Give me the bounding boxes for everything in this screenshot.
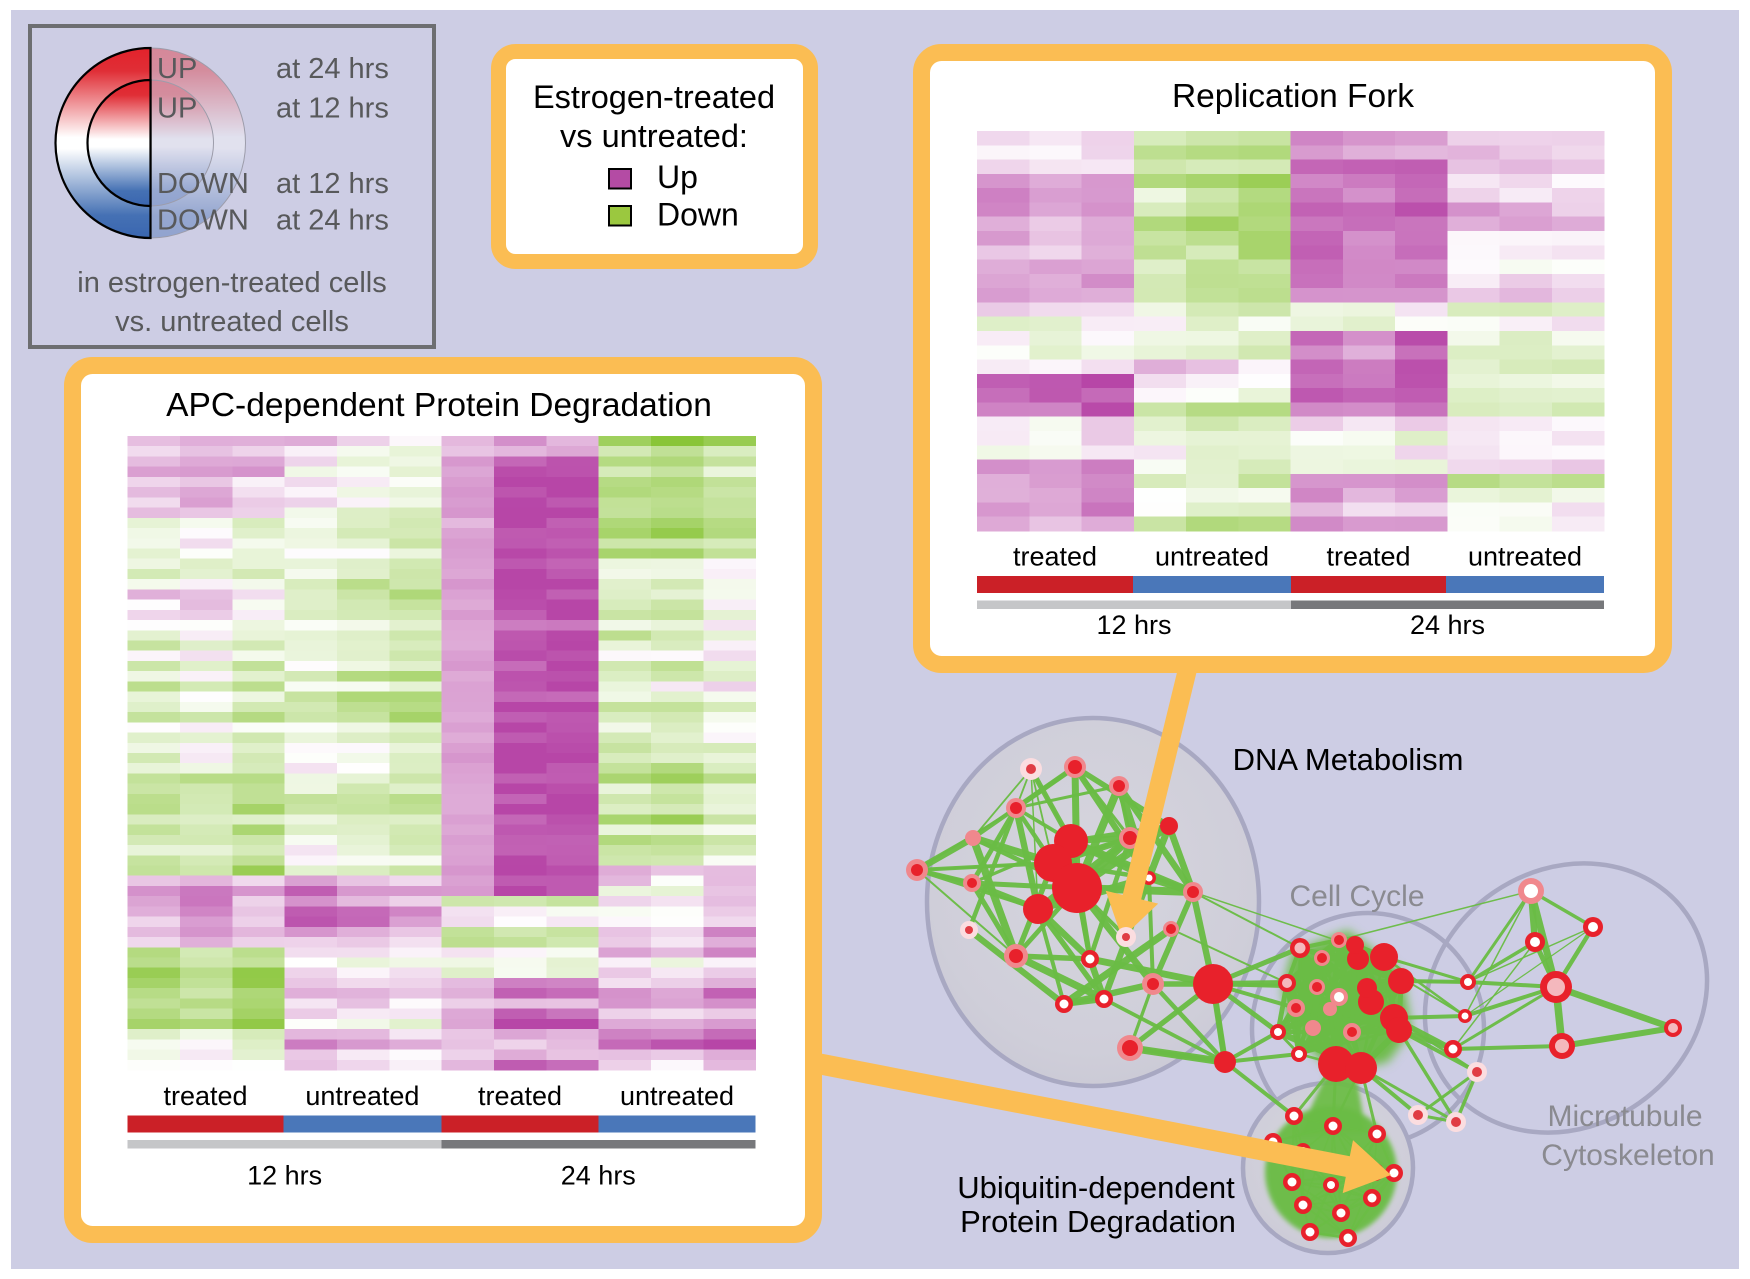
svg-text:24 hrs: 24 hrs <box>561 1161 636 1191</box>
svg-text:vs. untreated cells: vs. untreated cells <box>115 306 349 338</box>
svg-text:treated: treated <box>163 1081 247 1111</box>
svg-text:Ubiquitin-dependent: Ubiquitin-dependent <box>957 1170 1235 1205</box>
svg-text:24 hrs: 24 hrs <box>1410 610 1485 640</box>
svg-text:12 hrs: 12 hrs <box>1096 610 1171 640</box>
svg-text:Down: Down <box>657 197 739 233</box>
svg-text:Replication Fork: Replication Fork <box>1172 78 1414 115</box>
svg-text:12 hrs: 12 hrs <box>247 1161 322 1191</box>
svg-text:treated: treated <box>478 1081 562 1111</box>
svg-text:DNA Metabolism: DNA Metabolism <box>1233 742 1464 777</box>
svg-text:DOWN: DOWN <box>157 205 249 237</box>
svg-text:Microtubule: Microtubule <box>1547 1100 1702 1133</box>
svg-text:at 24 hrs: at 24 hrs <box>276 53 389 85</box>
svg-text:Estrogen-treated: Estrogen-treated <box>533 79 775 115</box>
svg-text:DOWN: DOWN <box>157 168 249 200</box>
svg-text:at 24 hrs: at 24 hrs <box>276 205 389 237</box>
svg-text:treated: treated <box>1013 542 1097 572</box>
svg-text:Protein Degradation: Protein Degradation <box>960 1204 1236 1239</box>
svg-text:at 12 hrs: at 12 hrs <box>276 168 389 200</box>
svg-text:UP: UP <box>157 53 197 85</box>
svg-text:untreated: untreated <box>305 1081 419 1111</box>
svg-text:UP: UP <box>157 93 197 125</box>
svg-text:Cell Cycle: Cell Cycle <box>1289 880 1424 913</box>
svg-text:treated: treated <box>1326 542 1410 572</box>
svg-text:Cytoskeleton: Cytoskeleton <box>1541 1139 1714 1172</box>
svg-text:Up: Up <box>657 159 698 195</box>
svg-text:APC-dependent Protein Degradat: APC-dependent Protein Degradation <box>166 387 712 424</box>
svg-text:untreated: untreated <box>1468 542 1582 572</box>
svg-text:untreated: untreated <box>1155 542 1269 572</box>
svg-text:in estrogen-treated cells: in estrogen-treated cells <box>77 267 387 299</box>
svg-text:untreated: untreated <box>620 1081 734 1111</box>
svg-text:at 12 hrs: at 12 hrs <box>276 93 389 125</box>
svg-text:vs untreated:: vs untreated: <box>560 118 748 154</box>
